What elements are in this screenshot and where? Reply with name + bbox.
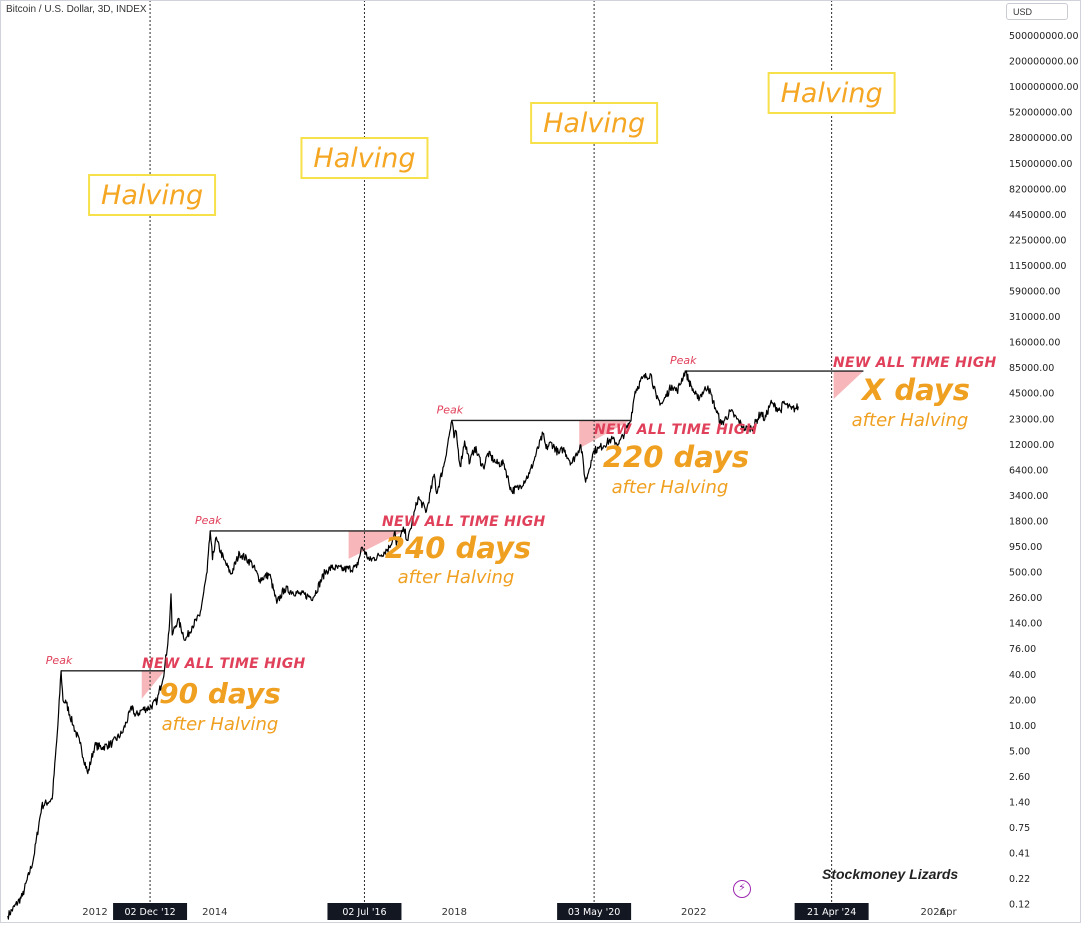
watermark: Stockmoney Lizards xyxy=(822,866,959,882)
y-tick-label: 40.00 xyxy=(1009,670,1036,681)
y-tick-label: 160000.00 xyxy=(1009,338,1060,349)
days-label: 220 days xyxy=(603,440,749,474)
y-tick-label: 12000.00 xyxy=(1009,440,1054,451)
x-tick-label: 03 May '20 xyxy=(568,907,620,918)
after-halving-label: after Halving xyxy=(162,714,279,735)
y-tick-label: 950.00 xyxy=(1009,542,1042,553)
y-tick-label: 310000.00 xyxy=(1009,312,1060,323)
x-tick-label: 2014 xyxy=(202,907,227,918)
y-tick-label: 85000.00 xyxy=(1009,363,1054,374)
x-tick-highlight xyxy=(113,903,188,920)
halving-label-box xyxy=(300,137,429,179)
lightning-icon[interactable]: ⚡ xyxy=(733,880,751,898)
y-tick-label: 5.00 xyxy=(1009,746,1030,757)
y-tick-label: 1800.00 xyxy=(1009,516,1048,527)
y-tick-label: 1150000.00 xyxy=(1009,261,1066,272)
halving-label: Halving xyxy=(781,78,883,109)
y-tick-label: 0.22 xyxy=(1009,874,1030,885)
y-tick-label: 100000000.00 xyxy=(1009,82,1079,93)
y-tick-label: 1.40 xyxy=(1009,798,1030,809)
ath-label: NEW ALL TIME HIGH xyxy=(594,422,758,438)
peak-label: Peak xyxy=(195,514,222,527)
x-tick-highlight xyxy=(327,903,402,920)
y-tick-label: 3400.00 xyxy=(1009,491,1048,502)
x-tick-label: 2012 xyxy=(82,907,107,918)
ath-shade xyxy=(833,371,864,400)
ath-label: NEW ALL TIME HIGH xyxy=(142,656,306,672)
x-tick-label: 02 Dec '12 xyxy=(124,907,175,918)
ath-shade xyxy=(141,670,165,699)
y-tick-label: 8200000.00 xyxy=(1009,184,1066,195)
halving-label: Halving xyxy=(313,143,415,174)
x-tick-label: 2022 xyxy=(681,907,706,918)
x-tick-highlight xyxy=(794,903,869,920)
days-label: 90 days xyxy=(159,677,281,710)
price-line xyxy=(7,370,799,920)
peak-label: Peak xyxy=(437,403,464,416)
days-label: 240 days xyxy=(385,531,531,565)
peak-label: Peak xyxy=(670,354,697,367)
y-tick-label: 45000.00 xyxy=(1009,389,1054,400)
after-halving-label: after Halving xyxy=(852,410,969,431)
y-tick-label: 0.12 xyxy=(1009,900,1030,911)
y-tick-label: 52000000.00 xyxy=(1009,108,1072,119)
y-tick-label: 10.00 xyxy=(1009,721,1036,732)
y-tick-label: 28000000.00 xyxy=(1009,133,1072,144)
x-tick-label: 2026 xyxy=(921,907,946,918)
after-halving-label: after Halving xyxy=(398,567,515,588)
halving-label-box xyxy=(530,102,659,144)
y-tick-label: 140.00 xyxy=(1009,619,1042,630)
x-tick-label: Apr xyxy=(939,907,957,918)
x-tick-highlight xyxy=(557,903,632,920)
y-tick-label: 76.00 xyxy=(1009,644,1036,655)
symbol-title: Bitcoin / U.S. Dollar, 3D, INDEX xyxy=(6,4,147,15)
days-label: X days xyxy=(860,373,970,407)
halving-label: Halving xyxy=(101,180,203,211)
y-tick-label: 4450000.00 xyxy=(1009,210,1066,221)
after-halving-label: after Halving xyxy=(612,477,729,498)
x-tick-label: 2018 xyxy=(442,907,467,918)
x-tick-label: 21 Apr '24 xyxy=(807,907,856,918)
y-tick-label: 200000000.00 xyxy=(1009,57,1079,68)
y-tick-label: 590000.00 xyxy=(1009,287,1060,298)
halving-label-box xyxy=(88,174,217,216)
y-tick-label: 0.75 xyxy=(1009,823,1030,834)
currency-select[interactable]: USD xyxy=(1006,3,1068,20)
halving-label: Halving xyxy=(543,108,645,139)
ath-shade xyxy=(579,420,631,449)
y-tick-label: 15000000.00 xyxy=(1009,159,1072,170)
x-tick-label: 02 Jul '16 xyxy=(342,907,386,918)
y-tick-label: 2250000.00 xyxy=(1009,235,1066,246)
ath-label: NEW ALL TIME HIGH xyxy=(833,355,997,371)
y-tick-label: 500.00 xyxy=(1009,568,1042,579)
halving-label-box xyxy=(767,72,896,114)
y-tick-label: 500000000.00 xyxy=(1009,31,1079,42)
peak-label: Peak xyxy=(46,654,73,667)
y-tick-label: 20.00 xyxy=(1009,695,1036,706)
y-tick-label: 23000.00 xyxy=(1009,414,1054,425)
y-tick-label: 0.41 xyxy=(1009,849,1030,860)
ath-shade xyxy=(348,530,404,559)
y-tick-label: 260.00 xyxy=(1009,593,1042,604)
y-tick-label: 2.60 xyxy=(1009,772,1030,783)
ath-label: NEW ALL TIME HIGH xyxy=(382,514,546,530)
y-tick-label: 6400.00 xyxy=(1009,465,1048,476)
